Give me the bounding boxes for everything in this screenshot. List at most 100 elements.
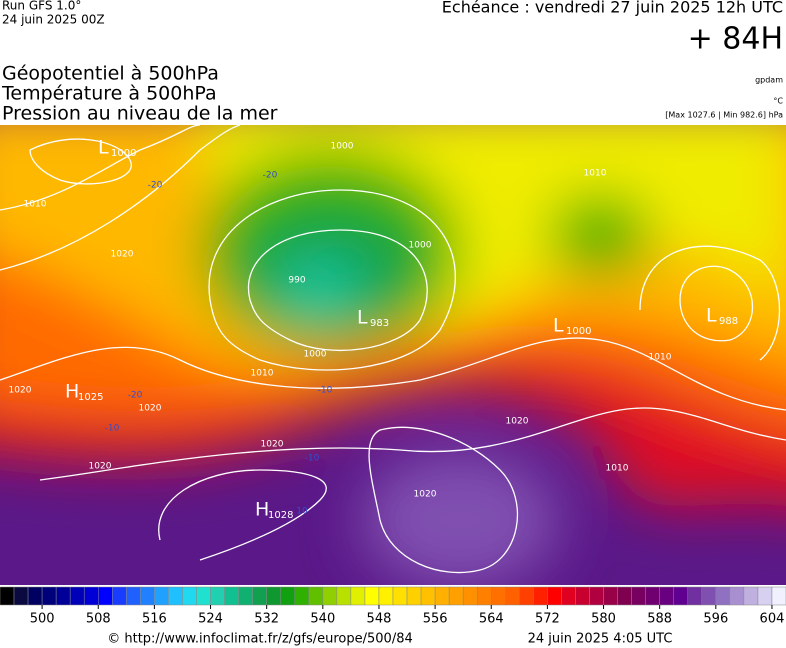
colorbar-label: 580 (591, 612, 616, 627)
colorbar-swatch (603, 586, 618, 606)
temp-label: -10 (318, 386, 333, 396)
colorbar-swatch (476, 586, 492, 606)
colorbar-swatch (98, 586, 113, 606)
colorbar-swatch (210, 586, 225, 606)
colorbar-swatch (83, 586, 99, 606)
center-value: 1028 (268, 510, 293, 521)
colorbar-swatch (252, 586, 267, 606)
center-value: 988 (719, 316, 738, 327)
colorbar-swatch (645, 586, 660, 606)
colorbar-swatch (547, 586, 562, 606)
colorbar-swatch (294, 586, 310, 606)
colorbar-label: 508 (86, 612, 111, 627)
colorbar-swatch (140, 586, 155, 606)
colorbar-label: 596 (703, 612, 728, 627)
colorbar-swatch (27, 586, 43, 606)
unit-label: [Max 1027.6 | Min 982.6] hPa (665, 111, 783, 120)
colorbar-swatch (182, 586, 197, 606)
colorbar-swatch (378, 586, 394, 606)
isobar-label: 1010 (584, 169, 607, 179)
colorbar-swatch (673, 586, 689, 606)
lead-time: + 84H (688, 22, 783, 57)
colorbar-swatch (462, 586, 478, 606)
colorbar-swatch (631, 586, 646, 606)
isobar-label: 1000 (409, 241, 432, 251)
colorbar-swatch (420, 586, 436, 606)
center-letter: L (357, 307, 368, 329)
colorbar-swatch (589, 586, 604, 606)
colorbar-swatch (701, 586, 717, 606)
colorbar-label: 540 (310, 612, 335, 627)
temp-label: -20 (148, 181, 163, 191)
center-value: 1000 (111, 148, 136, 159)
isobars (0, 125, 786, 574)
isobar-label: 1010 (606, 464, 629, 474)
colorbar-swatch (238, 586, 253, 606)
colorbar-swatch (336, 586, 352, 606)
colorbar-label: 588 (647, 612, 672, 627)
isobar-label: 990 (288, 276, 305, 286)
colorbar-swatch (69, 586, 85, 606)
colorbar-swatch (112, 586, 127, 606)
colorbar-swatch (687, 586, 703, 606)
colorbar-swatch (434, 586, 450, 606)
run-date: 24 juin 2025 00Z (2, 13, 105, 27)
temp-label: -10 (305, 454, 320, 464)
colorbar-swatch (448, 586, 464, 606)
colorbar-swatch (154, 586, 169, 606)
field-name: Pression au niveau de la mer (2, 103, 278, 125)
isobar-label: 1020 (261, 440, 284, 450)
colorbar-label: 524 (198, 612, 223, 627)
colorbar-swatch (491, 586, 506, 606)
colorbar-swatch (55, 586, 71, 606)
colorbar-swatch (519, 586, 534, 606)
temp-label: 10 (296, 507, 308, 517)
map-field (0, 125, 786, 585)
temp-label: -20 (263, 171, 278, 181)
field-name: Température à 500hPa (1, 83, 217, 105)
center-letter: H (65, 381, 79, 403)
colorbar-swatch (617, 586, 632, 606)
colorbar-swatch (729, 586, 745, 606)
colorbar-swatch (196, 586, 211, 606)
colorbar-swatch (126, 586, 141, 606)
colorbar-swatch (392, 586, 408, 606)
colorbar-label: 604 (760, 612, 785, 627)
colorbar-swatch (280, 586, 296, 606)
isobar-label: 1020 (139, 404, 162, 414)
colorbar-label: 564 (479, 612, 504, 627)
isobar-label: 1020 (111, 250, 134, 260)
colorbar-swatch (168, 586, 183, 606)
colorbar-swatch (364, 586, 380, 606)
colorbar-swatch (308, 586, 324, 606)
colorbar-swatch (41, 586, 57, 606)
colorbar-label: 532 (254, 612, 279, 627)
temp-label: -20 (128, 391, 143, 401)
isobar-label: 1000 (304, 350, 327, 360)
center-value: 983 (370, 318, 389, 329)
isobar-label: 1020 (414, 490, 437, 500)
colorbar-swatch (533, 586, 548, 606)
isobar-label: 1010 (251, 369, 274, 379)
colorbar-swatch (757, 586, 773, 606)
isobar-label: 1020 (9, 386, 32, 396)
colorbar-label: 572 (535, 612, 560, 627)
run-label: Run GFS 1.0° (2, 0, 81, 13)
colorbar-label: 548 (367, 612, 392, 627)
colorbar-swatch (575, 586, 590, 606)
colorbar-swatch (266, 586, 281, 606)
colorbar-swatch (771, 586, 786, 606)
colorbar-label: 516 (142, 612, 167, 627)
center-value: 1000 (566, 326, 591, 337)
isobar-label: 1020 (89, 462, 112, 472)
isobar-label: 1010 (24, 200, 47, 210)
center-letter: L (553, 315, 564, 337)
colorbar-swatch (322, 586, 338, 606)
colorbar-swatch (743, 586, 759, 606)
colorbar-swatch (224, 586, 239, 606)
field-name: Géopotentiel à 500hPa (2, 63, 219, 85)
isobar-label: 1020 (506, 417, 529, 427)
temp-label: -10 (105, 424, 120, 434)
